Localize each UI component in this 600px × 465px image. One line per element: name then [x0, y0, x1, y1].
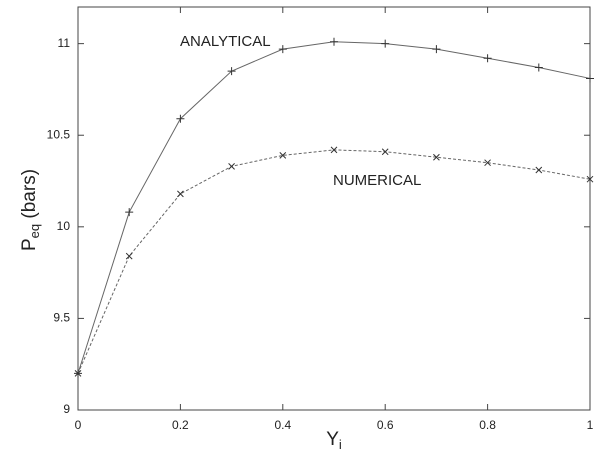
x-tick-label: 1 [587, 418, 594, 432]
point-marker [74, 370, 82, 377]
point-marker [330, 146, 338, 154]
series-annotation: NUMERICAL [333, 172, 421, 189]
y-tick-label: 10 [57, 219, 71, 233]
y-tick-label: 11 [58, 36, 71, 50]
x-label-main: Y [326, 429, 339, 450]
point-marker [381, 148, 389, 156]
point-marker [125, 252, 133, 260]
point-marker [228, 163, 235, 170]
point-marker [535, 166, 543, 174]
point-marker [433, 153, 440, 161]
point-marker [125, 208, 134, 217]
series-annotation: ANALYTICAL [180, 33, 271, 50]
point-marker [330, 37, 338, 46]
y-label-sub: eq [27, 224, 42, 238]
y-label-main: P [19, 238, 40, 251]
point-marker [176, 114, 185, 123]
y-tick-label: 9.5 [53, 311, 70, 325]
point-marker [432, 45, 441, 54]
y-tick-label: 10.5 [47, 127, 71, 141]
point-marker [278, 45, 287, 54]
x-tick-label: 0.6 [377, 418, 394, 432]
point-marker [279, 152, 287, 159]
point-marker [586, 74, 594, 83]
series-line [77, 41, 591, 374]
x-label-sub: i [339, 437, 342, 452]
point-marker [586, 175, 594, 183]
point-marker [177, 190, 184, 198]
y-tick-label: 9 [63, 402, 70, 416]
point-marker [227, 67, 236, 76]
y-axis-label: Peq (bars) [19, 169, 42, 251]
plot-frame [77, 6, 591, 411]
point-marker [381, 39, 390, 48]
point-marker [483, 54, 492, 63]
x-tick-label: 0 [75, 418, 82, 432]
point-marker [534, 63, 543, 72]
x-tick-label: 0.2 [172, 418, 189, 432]
point-marker [484, 159, 491, 167]
x-tick-label: 0.8 [479, 418, 496, 432]
x-tick-label: 0.4 [274, 418, 291, 432]
y-label-rest: (bars) [19, 169, 40, 224]
x-axis-label: Yi [326, 429, 342, 452]
